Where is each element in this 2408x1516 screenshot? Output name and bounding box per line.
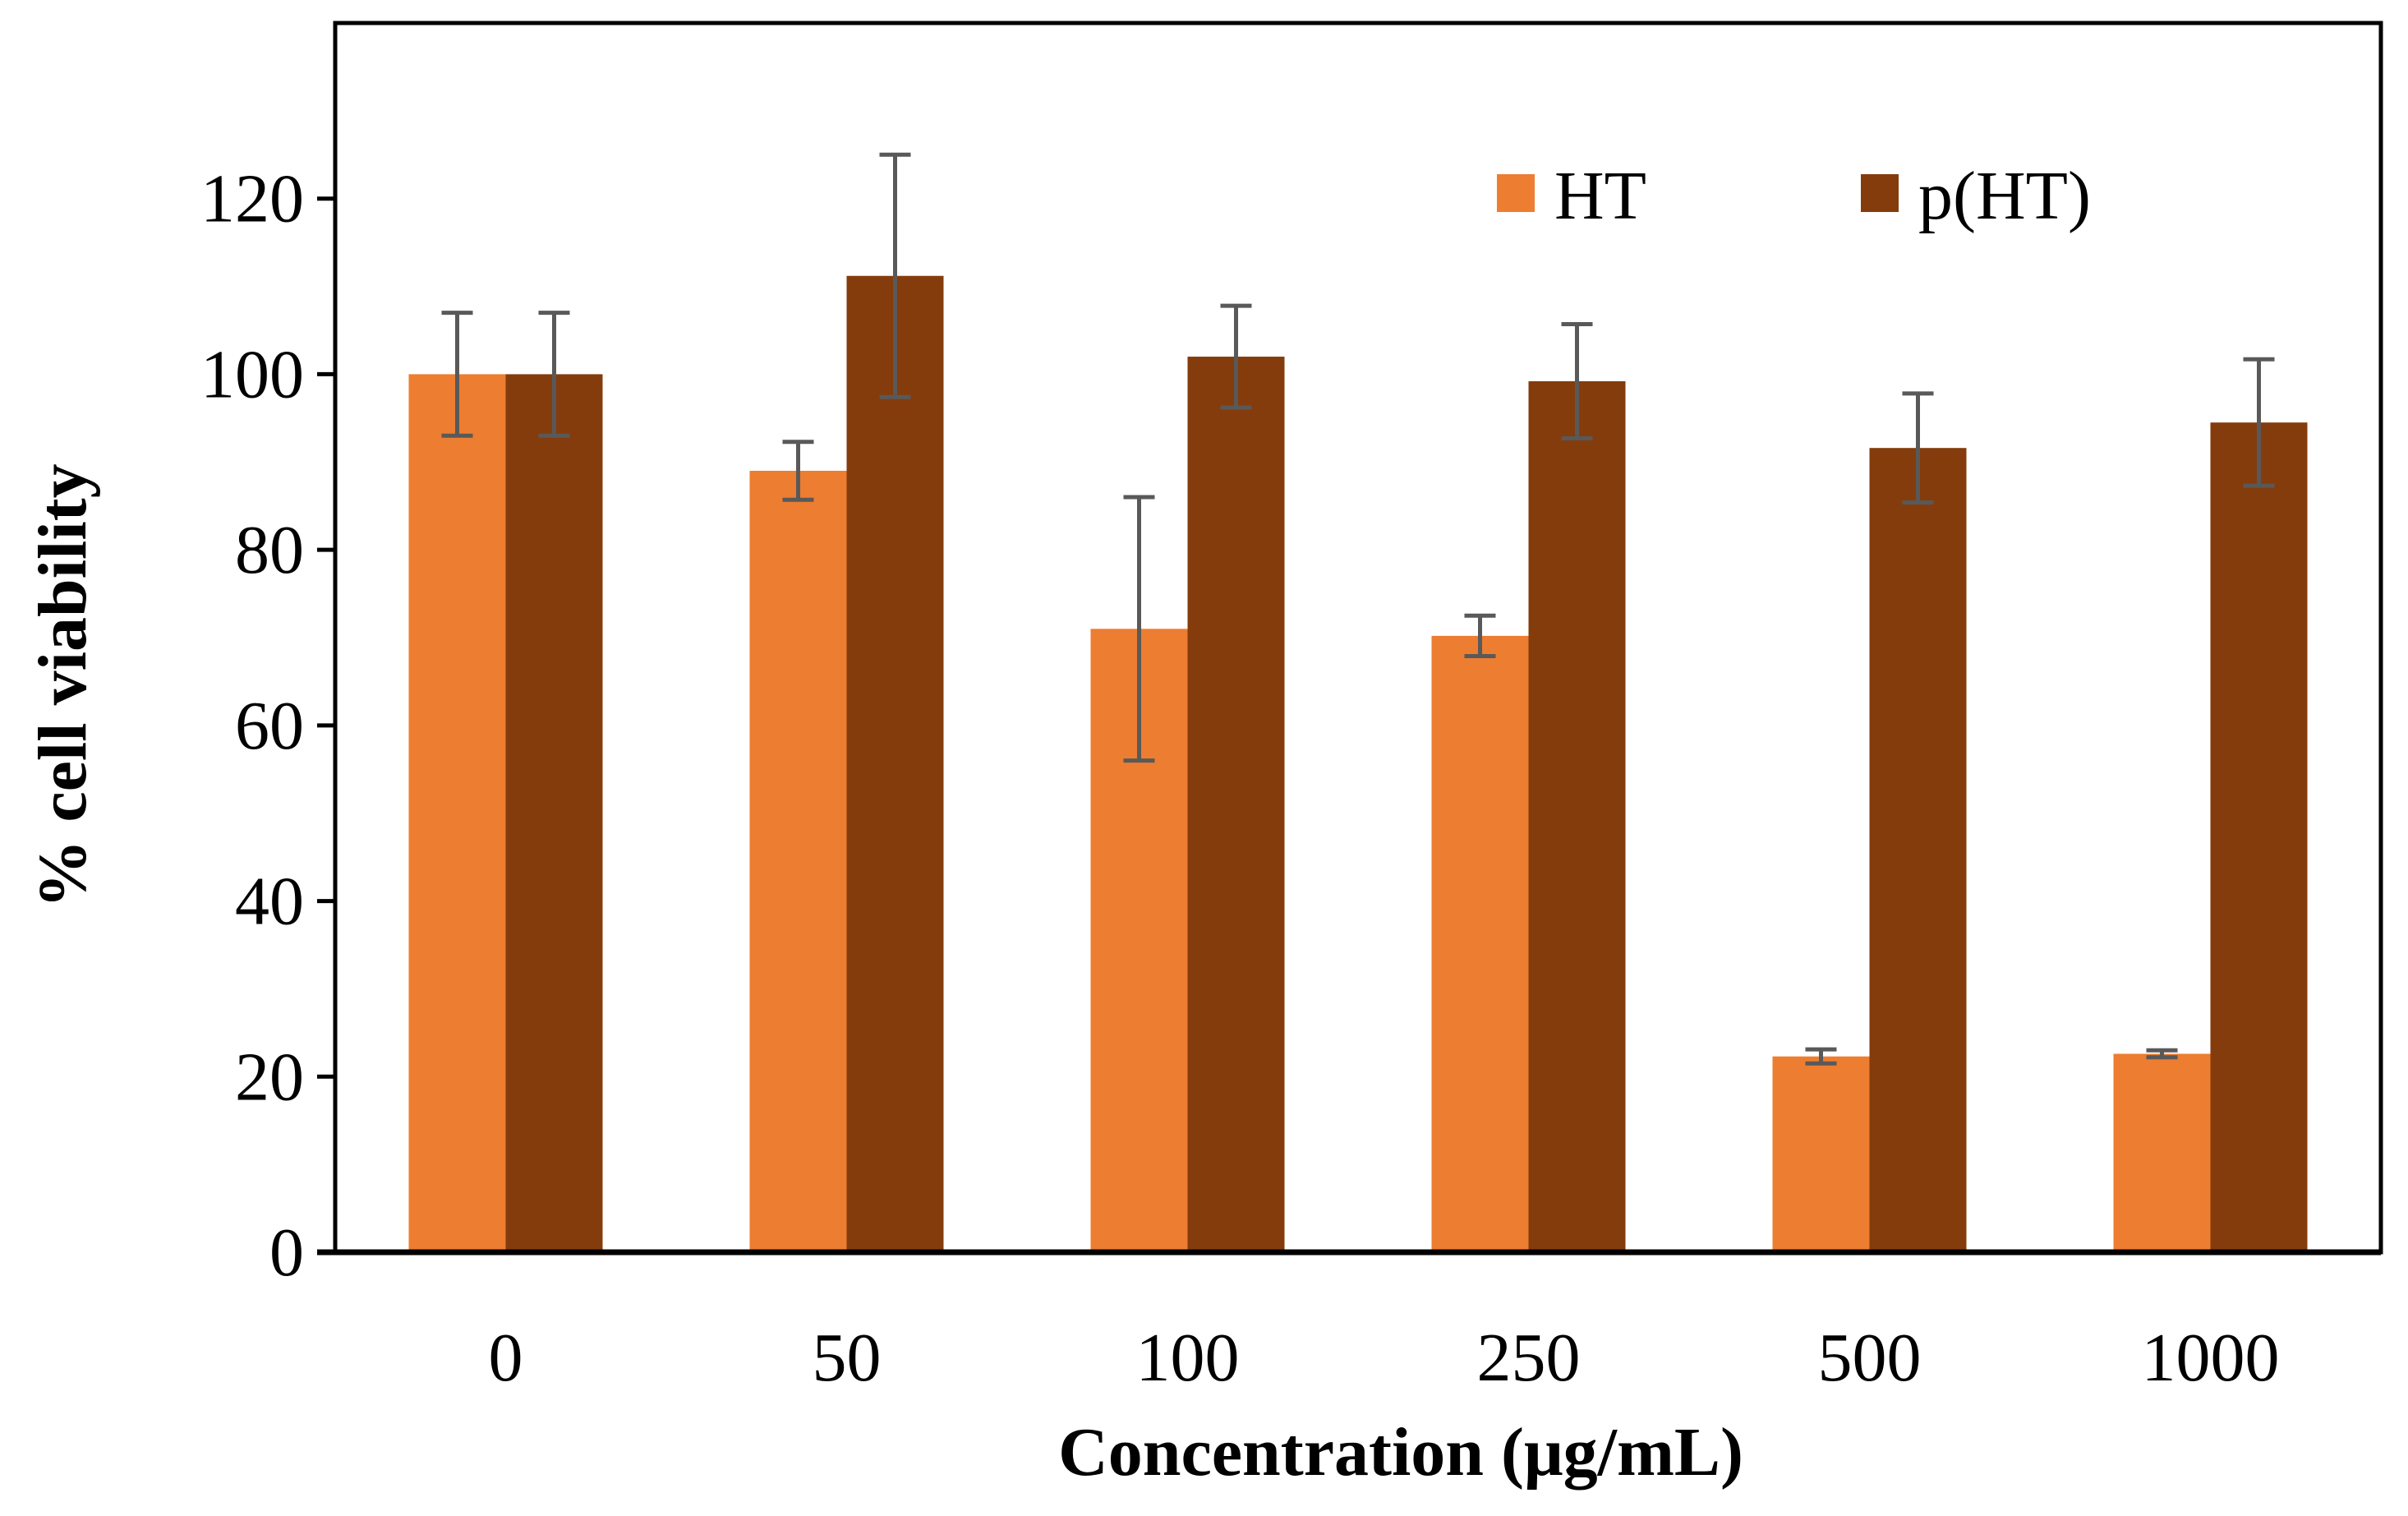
y-tick-label: 100	[200, 336, 304, 412]
y-tick-label: 60	[235, 688, 304, 764]
y-axis: 0 20 40 60 80 100 120	[200, 161, 335, 1291]
error-bar-pht-100	[1220, 303, 1252, 410]
error-bar-ht-50	[782, 440, 814, 502]
x-tick-label: 0	[489, 1320, 523, 1396]
bar-pht-50	[846, 275, 944, 1253]
error-bar-ht-1000	[2146, 1048, 2178, 1060]
error-bar-ht-100	[1123, 495, 1155, 763]
y-tick-label: 0	[269, 1214, 304, 1291]
bar-pht-100	[1187, 357, 1285, 1252]
error-bar-pht-0	[538, 311, 570, 438]
error-bars-layer	[441, 152, 2275, 1066]
x-tick-label: 250	[1477, 1320, 1581, 1396]
legend: HT p(HT)	[1497, 158, 2091, 234]
error-bar-pht-250	[1561, 322, 1593, 440]
legend-swatch	[1861, 174, 1899, 212]
error-bar-ht-250	[1464, 613, 1496, 658]
bar-pht-250	[1528, 380, 1626, 1252]
bars-layer	[408, 275, 2308, 1253]
y-tick-label: 20	[235, 1039, 304, 1115]
x-tick-label: 100	[1136, 1320, 1240, 1396]
x-tick-label: 1000	[2142, 1320, 2280, 1396]
error-bar-pht-50	[879, 152, 911, 399]
error-bar-pht-500	[1902, 391, 1934, 505]
legend-label: p(HT)	[1918, 158, 2091, 234]
x-axis: 0 50 100 250 500 1000	[317, 1249, 2381, 1396]
bar-pht-500	[1869, 448, 1967, 1252]
legend-swatch	[1497, 174, 1535, 212]
y-tick-label: 80	[235, 512, 304, 588]
x-tick-label: 50	[813, 1320, 882, 1396]
error-bar-ht-500	[1805, 1047, 1837, 1066]
y-axis-title: % cell viability	[25, 463, 101, 908]
error-bar-pht-1000	[2243, 357, 2275, 488]
bar-pht-1000	[2210, 422, 2308, 1252]
bar-ht-250	[1431, 635, 1529, 1252]
y-tick-label: 120	[200, 161, 304, 237]
legend-label: HT	[1554, 158, 1646, 234]
error-bar-ht-0	[441, 311, 473, 438]
bar-pht-0	[505, 374, 603, 1252]
bar-ht-1000	[2113, 1053, 2211, 1252]
x-axis-title: Concentration (μg/mL)	[1058, 1414, 1743, 1491]
bar-ht-500	[1772, 1056, 1870, 1252]
bar-ht-0	[408, 374, 506, 1252]
y-tick-label: 40	[235, 864, 304, 940]
legend-entry-pht: p(HT)	[1861, 158, 2091, 234]
bar-ht-50	[749, 470, 847, 1252]
legend-entry-ht: HT	[1497, 158, 1646, 234]
x-tick-label: 500	[1818, 1320, 1922, 1396]
